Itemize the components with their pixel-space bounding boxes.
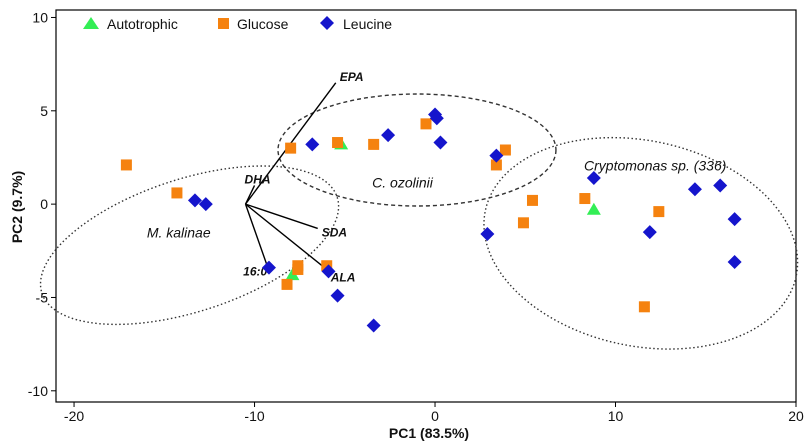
x-tick-label: 10 xyxy=(608,408,624,424)
leucine-point xyxy=(429,111,444,126)
glucose-point xyxy=(120,159,132,171)
legend-label-leucine: Leucine xyxy=(343,16,392,32)
loading-vector xyxy=(244,203,268,266)
leucine-point xyxy=(330,288,345,303)
x-axis-title: PC1 (83.5%) xyxy=(389,425,469,441)
glucose-point xyxy=(517,217,529,229)
x-tick-label: -10 xyxy=(244,408,264,424)
glucose-point xyxy=(281,278,293,290)
leucine-point xyxy=(305,137,320,152)
group-label: M. kalinae xyxy=(147,225,211,241)
glucose-point xyxy=(499,144,511,156)
legend-label-glucose: Glucose xyxy=(237,16,289,32)
leucine-point xyxy=(261,260,276,275)
glucose-point xyxy=(420,118,432,130)
glucose-point xyxy=(490,159,502,171)
x-tick-label: 20 xyxy=(788,408,804,424)
loading-vector xyxy=(244,185,256,205)
plot-frame xyxy=(55,9,797,403)
vector-label: EPA xyxy=(340,70,364,84)
leucine-point xyxy=(687,182,702,197)
loading-vector xyxy=(245,203,328,271)
vector-label: ALA xyxy=(330,270,356,284)
glucose-point xyxy=(332,137,344,149)
group-label: C. ozolinii xyxy=(372,174,434,190)
glucose-point xyxy=(171,187,183,199)
autotrophic-point xyxy=(586,202,601,215)
y-tick-label: 5 xyxy=(40,103,48,119)
leucine-point xyxy=(727,255,742,269)
legend-label-autotrophic: Autotrophic xyxy=(107,16,178,32)
leucine-point xyxy=(642,225,657,240)
leucine-point xyxy=(727,212,742,227)
group-ellipse xyxy=(277,93,557,207)
legend-triangle-marker xyxy=(83,17,99,29)
leucine-point xyxy=(187,193,202,208)
y-axis-title: PC2 (9.7%) xyxy=(9,171,25,243)
leucine-point xyxy=(480,227,495,241)
y-tick-label: -5 xyxy=(36,289,49,305)
glucose-point xyxy=(526,194,538,206)
glucose-point xyxy=(285,142,297,154)
glucose-point xyxy=(321,260,333,272)
vector-label: SDA xyxy=(322,225,347,239)
leucine-point xyxy=(713,178,728,193)
y-tick-label: -10 xyxy=(28,383,48,399)
x-tick-label: -20 xyxy=(64,408,84,424)
vector-label: DHA xyxy=(245,172,271,186)
leucine-point xyxy=(198,197,213,212)
legend: Autotrophic Glucose Leucine xyxy=(83,16,392,32)
glucose-point xyxy=(638,301,650,313)
leucine-point xyxy=(381,128,396,143)
group-ellipse xyxy=(483,136,799,350)
leucine-point xyxy=(321,264,336,279)
plot-area: -20 -10 0 10 20 -10 -5 0 5 10 M. kalinae C. ozolini… xyxy=(28,9,804,424)
leucine-point xyxy=(433,135,448,150)
y-tick-label: 10 xyxy=(32,9,48,25)
loading-vector xyxy=(245,203,318,230)
vector-label: 16:0 xyxy=(243,265,267,279)
legend-square-marker xyxy=(218,18,229,29)
legend-diamond-marker xyxy=(320,16,334,30)
group-ellipse xyxy=(39,165,340,326)
leucine-point xyxy=(489,148,504,163)
glucose-point xyxy=(579,193,591,205)
glucose-point xyxy=(368,138,380,150)
group-label: Cryptomonas sp. (336) xyxy=(584,158,726,174)
y-tick-label: 0 xyxy=(40,196,48,212)
leucine-point xyxy=(586,171,601,185)
x-tick-label: 0 xyxy=(431,408,439,424)
glucose-point xyxy=(292,260,304,272)
glucose-point xyxy=(653,206,665,218)
leucine-point xyxy=(366,318,381,333)
